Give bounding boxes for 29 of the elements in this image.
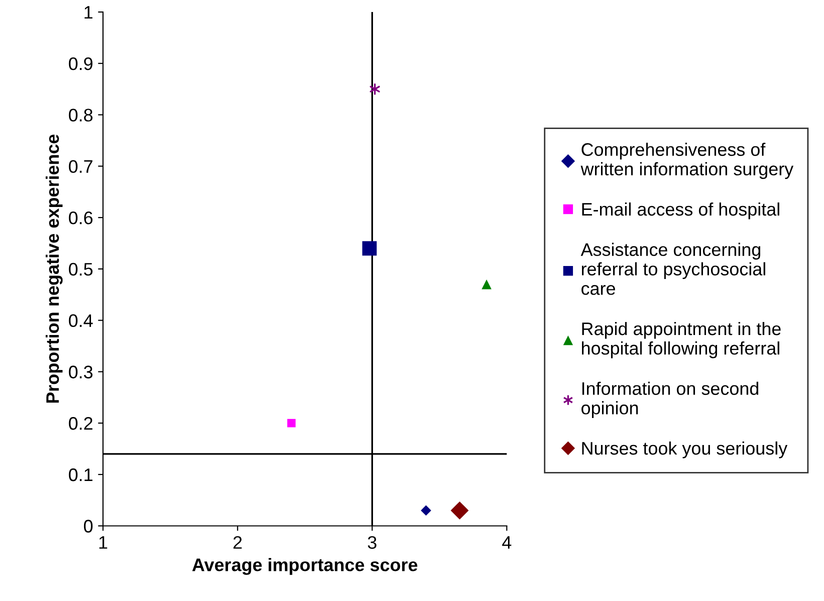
y-tick-label: 1	[84, 6, 92, 19]
point	[482, 279, 492, 290]
y-tick-label: 0.3	[68, 366, 92, 378]
x-tick-label: 2	[233, 536, 242, 549]
point	[370, 83, 380, 95]
legend-label: E-mail access of hospital	[582, 202, 780, 220]
point	[287, 418, 296, 428]
y-tick-label: 0.9	[68, 57, 92, 70]
x-tick-label: 1	[99, 536, 108, 549]
y-tick-label: 0.4	[68, 314, 93, 328]
legend-label: Nurses took you seriously	[582, 441, 788, 458]
point	[450, 501, 469, 520]
x-tick-label: 4	[502, 536, 512, 549]
x-axis-title: Average importance score	[192, 558, 418, 575]
y-axis-title: Proportion negative experience	[46, 134, 63, 403]
point	[420, 505, 432, 516]
x-tick-label: 3	[368, 536, 376, 549]
point	[362, 241, 377, 256]
y-tick-label: 0	[84, 520, 93, 533]
legend-label: Information on second opinion	[582, 382, 758, 418]
legend-label: Rapid appointment in the hospital following referral	[582, 322, 781, 358]
y-tick-label: 0.7	[68, 160, 92, 173]
legend-label: Comprehensiveness of written information surgery	[580, 142, 794, 179]
y-tick-label: 0.6	[68, 211, 92, 224]
legend-label: Assistance concerning referral to psychosocial care	[580, 242, 766, 295]
y-tick-label: 0.5	[68, 262, 93, 276]
y-tick-label: 0.8	[68, 108, 92, 122]
y-tick-label: 0.1	[68, 468, 92, 482]
y-tick-label: 0.2	[68, 417, 92, 430]
